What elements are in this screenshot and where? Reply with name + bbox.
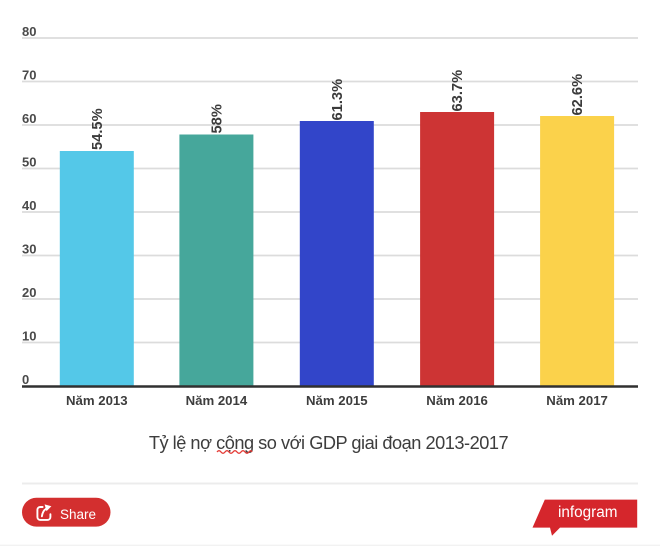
svg-text:Năm 2017: Năm 2017 bbox=[546, 393, 608, 408]
svg-text:80: 80 bbox=[22, 24, 36, 39]
svg-text:infogram: infogram bbox=[558, 504, 618, 521]
svg-text:70: 70 bbox=[22, 68, 36, 83]
svg-text:Tỷ lệ nợ cộng so với GDP giai: Tỷ lệ nợ cộng so với GDP giai đoạn 2013-… bbox=[149, 433, 509, 453]
svg-text:58%: 58% bbox=[209, 104, 225, 133]
svg-text:62.6%: 62.6% bbox=[570, 74, 586, 116]
svg-text:60: 60 bbox=[22, 111, 36, 126]
svg-text:30: 30 bbox=[22, 242, 36, 257]
svg-text:20: 20 bbox=[22, 285, 36, 300]
svg-text:63.7%: 63.7% bbox=[450, 70, 466, 112]
svg-text:40: 40 bbox=[22, 198, 36, 213]
svg-text:Share: Share bbox=[60, 507, 96, 522]
svg-text:Năm 2014: Năm 2014 bbox=[186, 393, 248, 408]
svg-text:61.3%: 61.3% bbox=[330, 79, 346, 121]
svg-text:Năm 2015: Năm 2015 bbox=[306, 393, 368, 408]
svg-text:Năm 2016: Năm 2016 bbox=[426, 393, 488, 408]
svg-text:0: 0 bbox=[22, 372, 29, 387]
svg-text:Năm 2013: Năm 2013 bbox=[66, 393, 128, 408]
svg-text:10: 10 bbox=[22, 329, 36, 344]
svg-text:50: 50 bbox=[22, 155, 36, 170]
svg-text:54.5%: 54.5% bbox=[90, 108, 106, 150]
